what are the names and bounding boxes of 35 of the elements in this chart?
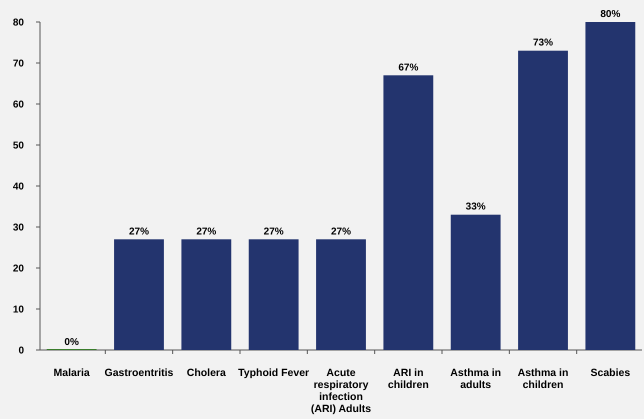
x-tick-label: Gastroentritis — [104, 367, 174, 379]
data-label: 33% — [466, 202, 486, 213]
bar — [114, 239, 164, 350]
x-tick-label: Asthma in children — [518, 367, 568, 391]
y-tick-label: 30 — [12, 222, 24, 234]
bar — [248, 239, 299, 350]
bar — [585, 22, 636, 350]
bar — [316, 239, 366, 350]
bar — [383, 75, 434, 350]
x-tick-label: ARI in children — [388, 367, 429, 391]
x-tick-label: Typhoid Fever — [238, 367, 310, 379]
y-tick-label: 80 — [12, 18, 24, 28]
x-tick-label: Malaria — [54, 367, 90, 379]
bar — [518, 50, 568, 350]
data-label: 0% — [64, 337, 79, 348]
data-label: 27% — [330, 226, 352, 238]
data-label: 67% — [398, 62, 418, 74]
x-tick-label: Asthma in adults — [450, 367, 502, 391]
bar — [450, 214, 501, 350]
data-label: 80% — [600, 9, 620, 20]
y-tick-label: 40 — [12, 182, 24, 192]
data-label: 27% — [128, 226, 150, 238]
y-tick-label: 10 — [12, 304, 24, 316]
data-label: 27% — [196, 226, 216, 238]
data-label: 27% — [264, 226, 284, 238]
y-tick-label: 70 — [12, 58, 24, 70]
data-label: 73% — [533, 38, 554, 49]
x-tick-label: Scabies — [590, 367, 630, 379]
y-tick-label: 50 — [12, 140, 24, 152]
y-tick-label: 20 — [12, 264, 24, 274]
x-tick-label: Cholera — [186, 367, 226, 379]
y-tick-label: 60 — [12, 100, 24, 110]
bar — [181, 239, 232, 350]
x-tick-label: Acute respiratory infection (ARI) Adults — [310, 367, 372, 415]
y-tick-label: 0 — [18, 346, 24, 356]
